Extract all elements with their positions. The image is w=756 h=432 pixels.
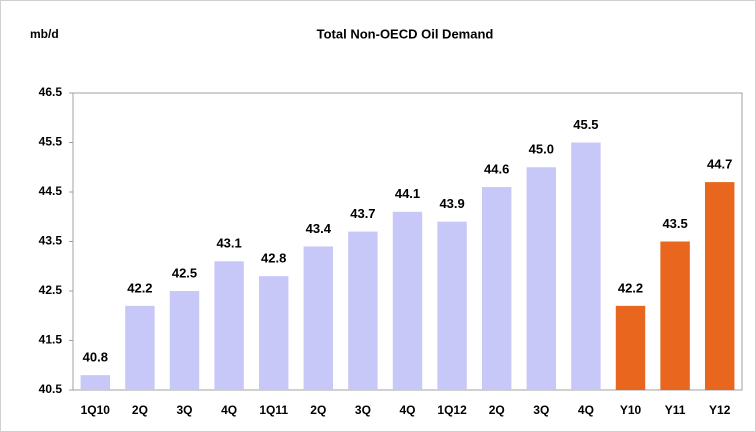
bar (481, 187, 512, 390)
x-tick-label: 4Q (578, 403, 594, 417)
x-tick-label: 3Q (355, 403, 371, 417)
x-tick-label: 1Q11 (259, 403, 288, 417)
bar (303, 246, 334, 390)
x-tick-label: 2Q (132, 403, 148, 417)
bar (571, 142, 601, 390)
x-tick-label: 3Q (176, 403, 192, 417)
y-tick-label: 41.5 (39, 333, 63, 347)
bar (660, 241, 690, 390)
data-label: 45.5 (573, 117, 598, 132)
x-tick-label: 4Q (221, 403, 237, 417)
data-label: 40.8 (83, 350, 108, 365)
data-label: 44.6 (484, 161, 509, 176)
y-tick-label: 46.5 (39, 85, 63, 99)
x-tick-label: 1Q12 (437, 403, 467, 417)
data-label: 42.2 (618, 280, 643, 295)
x-tick-label: Y12 (709, 403, 731, 417)
data-label: 42.8 (261, 251, 286, 266)
y-tick-label: 44.5 (39, 184, 63, 198)
bar (80, 375, 111, 390)
bar (392, 211, 423, 390)
data-label: 43.9 (439, 196, 464, 211)
y-axis-label: mb/d (30, 27, 59, 41)
data-label: 43.7 (350, 206, 375, 221)
x-tick-label: 1Q10 (81, 403, 111, 417)
x-tick-label: 4Q (399, 403, 415, 417)
bar (348, 231, 378, 390)
x-tick-label: Y11 (665, 403, 686, 417)
y-tick-label: 45.5 (39, 135, 63, 149)
x-tick-label: Y10 (620, 403, 642, 417)
data-label: 43.1 (216, 236, 241, 251)
y-tick-label: 40.5 (39, 382, 63, 396)
data-label: 45.0 (529, 142, 554, 157)
bar (214, 261, 244, 390)
data-label: 44.7 (707, 157, 732, 172)
x-tick-label: 2Q (489, 403, 505, 417)
x-tick-label: 3Q (533, 403, 549, 417)
bar (704, 182, 735, 390)
data-label: 43.4 (306, 221, 332, 236)
data-label: 42.5 (172, 265, 197, 280)
bar (125, 305, 155, 390)
bar (615, 305, 646, 390)
bar (258, 276, 289, 390)
bar (437, 221, 467, 390)
y-tick-label: 43.5 (39, 234, 63, 248)
data-label: 43.5 (662, 216, 687, 231)
data-label: 42.2 (127, 280, 152, 295)
x-tick-label: 2Q (310, 403, 326, 417)
bar (169, 291, 200, 390)
data-label: 44.1 (395, 186, 420, 201)
chart-title: Total Non-OECD Oil Demand (317, 26, 494, 41)
bar (526, 167, 557, 390)
y-tick-label: 42.5 (39, 283, 63, 297)
